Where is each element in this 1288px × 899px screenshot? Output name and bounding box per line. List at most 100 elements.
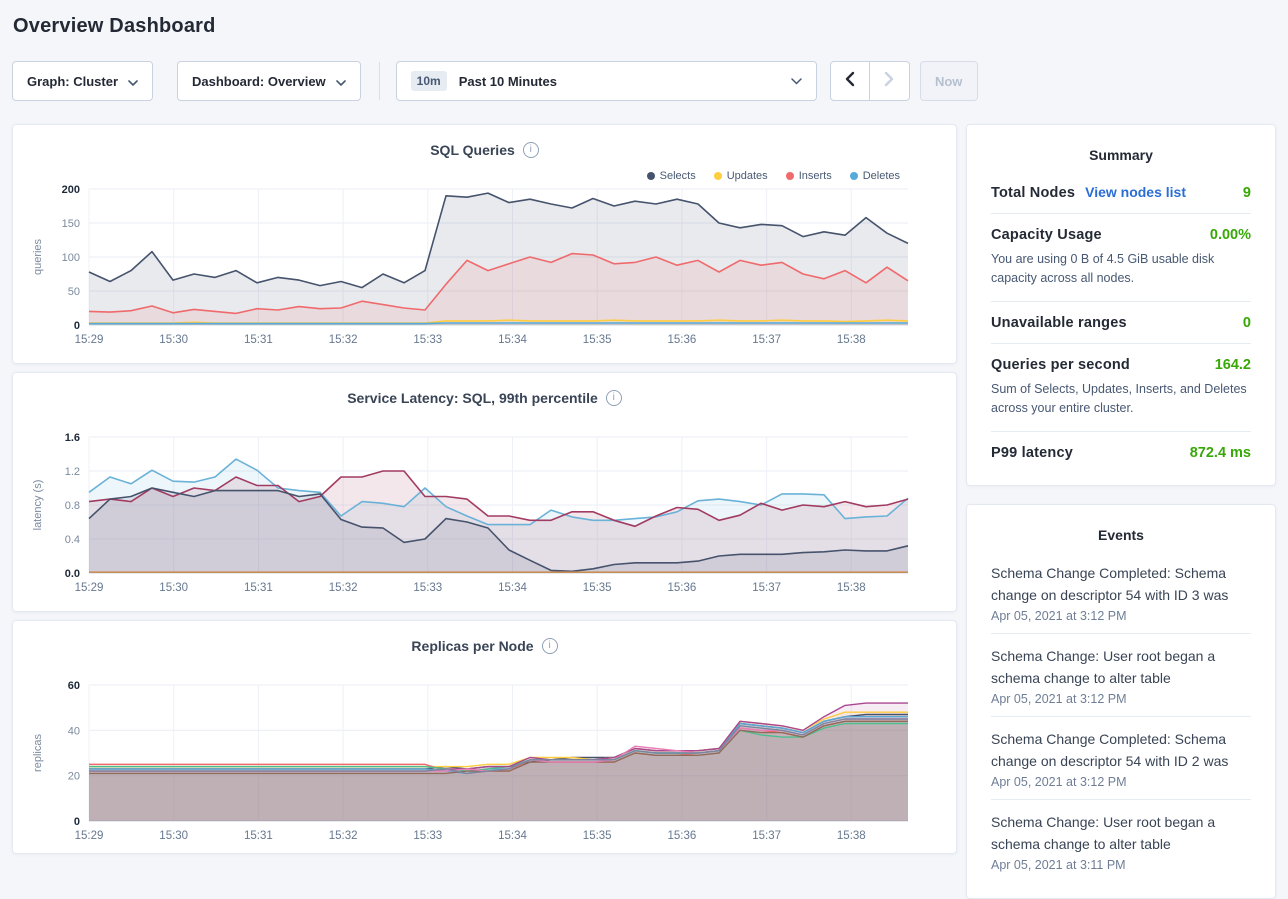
svg-text:1.2: 1.2 bbox=[65, 466, 80, 478]
legend-item-selects[interactable]: Selects bbox=[646, 170, 696, 182]
summary-label: Total Nodes bbox=[991, 185, 1076, 201]
summary-row-total-nodes: Total Nodes View nodes list 9 bbox=[991, 171, 1251, 213]
chart-svg: 15:29 15:30 15:31 15:32 15:33 15:34 15:35 15:36… bbox=[32, 432, 909, 594]
svg-text:0: 0 bbox=[74, 816, 80, 828]
service-latency-title: Service Latency: SQL, 99th percentile i bbox=[13, 373, 956, 406]
event-text: Schema Change: User root began a schema … bbox=[991, 648, 1216, 686]
next-time-button[interactable] bbox=[869, 61, 910, 101]
chevron-left-icon bbox=[845, 71, 855, 92]
event-timestamp: Apr 05, 2021 at 3:12 PM bbox=[991, 692, 1127, 706]
legend-label: Deletes bbox=[862, 170, 900, 182]
svg-text:100: 100 bbox=[62, 252, 80, 264]
event-timestamp: Apr 05, 2021 at 3:12 PM bbox=[991, 775, 1127, 789]
summary-row-capacity-usage: Capacity Usage 0.00% You are using 0 B o… bbox=[991, 213, 1251, 301]
legend-dot-icon bbox=[713, 172, 722, 180]
svg-text:0.8: 0.8 bbox=[65, 500, 80, 512]
page-title: Overview Dashboard bbox=[13, 15, 216, 37]
main-content: SQL Queries i Selects Updates Inserts Delet… bbox=[12, 124, 1276, 899]
svg-text:0.4: 0.4 bbox=[65, 534, 80, 546]
sql-queries-legend: Selects Updates Inserts Deletes bbox=[646, 170, 900, 182]
summary-value: 0 bbox=[1242, 314, 1251, 331]
chevron-down-icon bbox=[128, 74, 138, 89]
svg-text:15:30: 15:30 bbox=[159, 582, 188, 594]
time-range-badge: 10m bbox=[410, 71, 447, 91]
legend-item-deletes[interactable]: Deletes bbox=[849, 170, 900, 182]
svg-text:50: 50 bbox=[68, 286, 80, 298]
svg-text:15:35: 15:35 bbox=[583, 582, 612, 594]
chevron-right-icon bbox=[884, 71, 894, 92]
svg-text:15:37: 15:37 bbox=[752, 830, 781, 842]
chart-svg: 15:29 15:30 15:31 15:32 15:33 15:34 15:35 15:36… bbox=[32, 680, 908, 842]
view-nodes-list-link[interactable]: View nodes list bbox=[1085, 184, 1186, 200]
summary-row-queries-per-second: Queries per second 164.2 Sum of Selects,… bbox=[991, 342, 1251, 431]
legend-item-inserts[interactable]: Inserts bbox=[785, 170, 832, 182]
summary-label: P99 latency bbox=[991, 444, 1073, 461]
legend-dot-icon bbox=[785, 172, 794, 180]
svg-text:15:34: 15:34 bbox=[498, 334, 527, 346]
legend-dot-icon bbox=[646, 172, 655, 180]
summary-label: Queries per second bbox=[991, 356, 1130, 373]
svg-text:15:29: 15:29 bbox=[75, 830, 104, 842]
dashboard-dropdown-label: Dashboard: Overview bbox=[192, 73, 326, 89]
svg-text:15:31: 15:31 bbox=[244, 830, 273, 842]
summary-label: Unavailable ranges bbox=[991, 314, 1127, 331]
svg-text:15:31: 15:31 bbox=[244, 582, 273, 594]
summary-value: 164.2 bbox=[1214, 356, 1251, 373]
event-text: Schema Change Completed: Schema change o… bbox=[991, 731, 1229, 769]
chart-svg: 15:29 15:30 15:31 15:32 15:33 15:34 15:35 15:36… bbox=[32, 184, 909, 346]
legend-label: Updates bbox=[726, 170, 768, 182]
svg-text:latency (s): latency (s) bbox=[32, 480, 44, 531]
legend-label: Selects bbox=[659, 170, 696, 182]
svg-text:1.6: 1.6 bbox=[65, 432, 80, 444]
replicas-per-node-title: Replicas per Node i bbox=[13, 621, 956, 654]
replicas-per-node-card: Replicas per Node i 15:29 15:30 15:31 15:32… bbox=[12, 620, 957, 854]
graph-dropdown-label: Graph: Cluster bbox=[27, 73, 119, 89]
svg-text:15:31: 15:31 bbox=[244, 334, 273, 346]
charts-column: SQL Queries i Selects Updates Inserts Delet… bbox=[12, 124, 957, 854]
event-text: Schema Change: User root began a schema … bbox=[991, 814, 1216, 852]
legend-label: Inserts bbox=[798, 170, 832, 182]
svg-text:15:33: 15:33 bbox=[413, 830, 442, 842]
graph-dropdown[interactable]: Graph: Cluster bbox=[12, 61, 154, 101]
event-item: Schema Change Completed: Schema change o… bbox=[991, 716, 1251, 799]
side-column: Summary Total Nodes View nodes list 9 Ca… bbox=[966, 124, 1276, 899]
summary-panel: Summary Total Nodes View nodes list 9 Ca… bbox=[966, 124, 1276, 486]
svg-text:200: 200 bbox=[62, 184, 80, 196]
svg-text:15:30: 15:30 bbox=[159, 830, 188, 842]
summary-description: Sum of Selects, Updates, Inserts, and De… bbox=[991, 381, 1247, 416]
info-icon[interactable]: i bbox=[522, 142, 539, 158]
svg-text:15:35: 15:35 bbox=[583, 830, 612, 842]
svg-text:15:34: 15:34 bbox=[498, 830, 527, 842]
toolbar: Graph: Cluster Dashboard: Overview 10m P… bbox=[12, 61, 1276, 101]
legend-item-updates[interactable]: Updates bbox=[713, 170, 768, 182]
chevron-down-icon bbox=[335, 74, 346, 89]
time-range-selector[interactable]: 10m Past 10 Minutes bbox=[395, 61, 817, 101]
legend-dot-icon bbox=[849, 172, 858, 180]
svg-text:15:33: 15:33 bbox=[413, 582, 442, 594]
svg-text:15:32: 15:32 bbox=[329, 830, 358, 842]
summary-description: You are using 0 B of 4.5 GiB usable disk… bbox=[991, 252, 1215, 286]
info-icon[interactable]: i bbox=[605, 390, 622, 406]
svg-text:15:37: 15:37 bbox=[752, 334, 781, 346]
previous-time-button[interactable] bbox=[829, 61, 870, 101]
sql-queries-plot: 15:29 15:30 15:31 15:32 15:33 15:34 15:35 15:36… bbox=[25, 181, 946, 366]
svg-text:15:33: 15:33 bbox=[413, 334, 442, 346]
svg-text:15:34: 15:34 bbox=[498, 582, 527, 594]
svg-text:15:38: 15:38 bbox=[837, 334, 866, 346]
chart-title-text: SQL Queries bbox=[430, 142, 515, 158]
svg-text:15:36: 15:36 bbox=[668, 334, 697, 346]
svg-text:15:37: 15:37 bbox=[752, 582, 781, 594]
now-button[interactable]: Now bbox=[919, 61, 978, 101]
summary-value: 9 bbox=[1242, 185, 1251, 201]
event-item: Schema Change: User root began a schema … bbox=[991, 799, 1251, 882]
svg-text:15:36: 15:36 bbox=[668, 830, 697, 842]
summary-label: Capacity Usage bbox=[991, 227, 1102, 243]
dashboard-dropdown[interactable]: Dashboard: Overview bbox=[177, 61, 361, 101]
svg-text:0.0: 0.0 bbox=[65, 568, 80, 580]
sql-queries-title: SQL Queries i bbox=[13, 125, 956, 158]
summary-value: 872.4 ms bbox=[1189, 444, 1251, 461]
summary-value: 0.00% bbox=[1209, 227, 1251, 243]
info-icon[interactable]: i bbox=[541, 638, 558, 654]
event-item: Schema Change: User root began a schema … bbox=[991, 633, 1251, 716]
sql-queries-card: SQL Queries i Selects Updates Inserts Delet… bbox=[12, 124, 957, 364]
